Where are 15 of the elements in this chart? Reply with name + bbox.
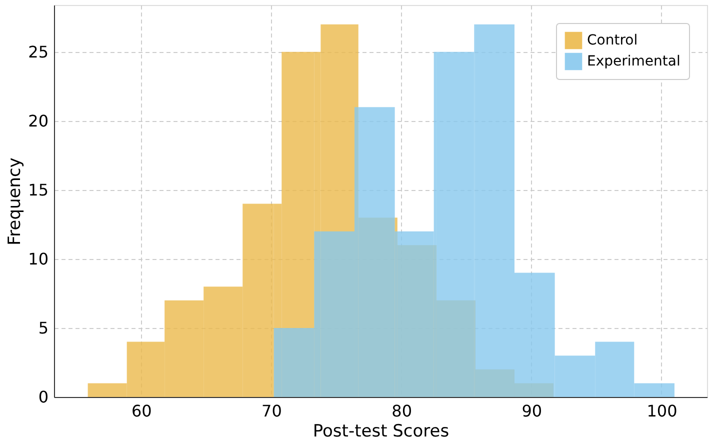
- y-axis-title: Frequency: [5, 158, 26, 246]
- x-tick-label: 90: [522, 402, 542, 420]
- x-tick-label: 100: [646, 402, 678, 420]
- y-tick-label: 0: [38, 388, 48, 406]
- y-tick-label: 15: [28, 180, 48, 200]
- legend-label: Control: [587, 32, 638, 48]
- y-tick-label: 20: [28, 111, 48, 130]
- y-tick-label: 5: [38, 318, 48, 338]
- x-axis-title: Post-test Scores: [312, 422, 450, 442]
- legend-label: Experimental: [587, 54, 680, 70]
- y-tick-label: 25: [28, 42, 48, 62]
- x-tick-label: 70: [262, 402, 282, 420]
- x-tick-label: 60: [131, 402, 152, 420]
- y-tick-label: 10: [28, 249, 48, 268]
- x-tick-label: 80: [392, 402, 412, 420]
